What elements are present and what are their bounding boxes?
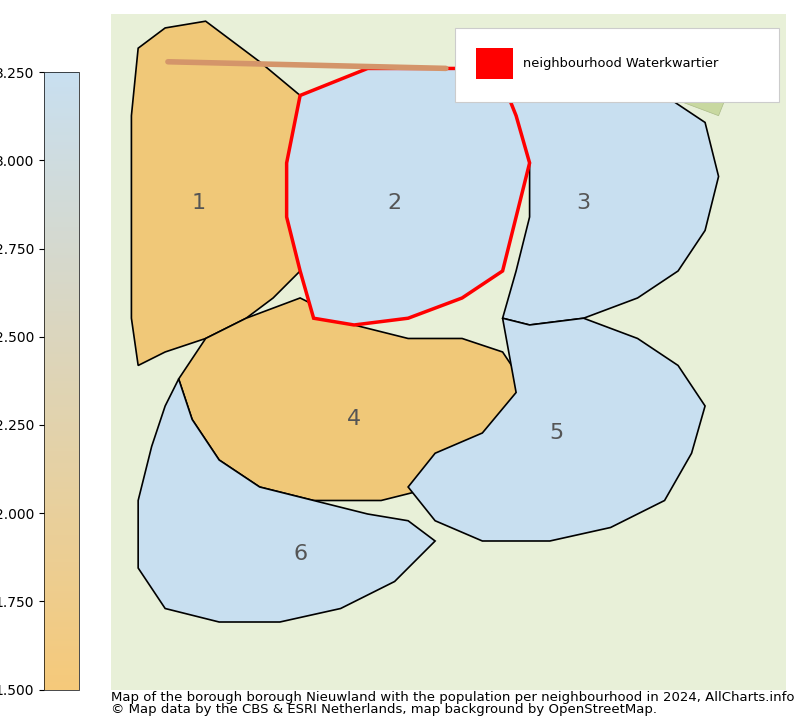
- Text: 3: 3: [576, 193, 591, 214]
- Text: Map of the borough borough Nieuwland with the population per neighbourhood in 20: Map of the borough borough Nieuwland wit…: [111, 691, 794, 704]
- FancyBboxPatch shape: [456, 28, 779, 103]
- FancyArrowPatch shape: [168, 62, 445, 69]
- Text: 4: 4: [347, 409, 361, 430]
- Text: 5: 5: [549, 423, 564, 443]
- Polygon shape: [408, 318, 705, 541]
- Text: 1: 1: [192, 193, 206, 214]
- Polygon shape: [138, 379, 435, 622]
- Text: 2: 2: [387, 193, 402, 214]
- Polygon shape: [584, 41, 732, 116]
- Text: neighbourhood Waterkwartier: neighbourhood Waterkwartier: [522, 56, 719, 69]
- Text: 6: 6: [293, 544, 307, 565]
- Polygon shape: [179, 298, 530, 500]
- Text: © Map data by the CBS & ESRI Netherlands, map background by OpenStreetMap.: © Map data by the CBS & ESRI Netherlands…: [111, 703, 657, 716]
- Polygon shape: [132, 21, 314, 365]
- Polygon shape: [287, 69, 530, 325]
- Polygon shape: [503, 82, 719, 325]
- Bar: [476, 48, 513, 79]
